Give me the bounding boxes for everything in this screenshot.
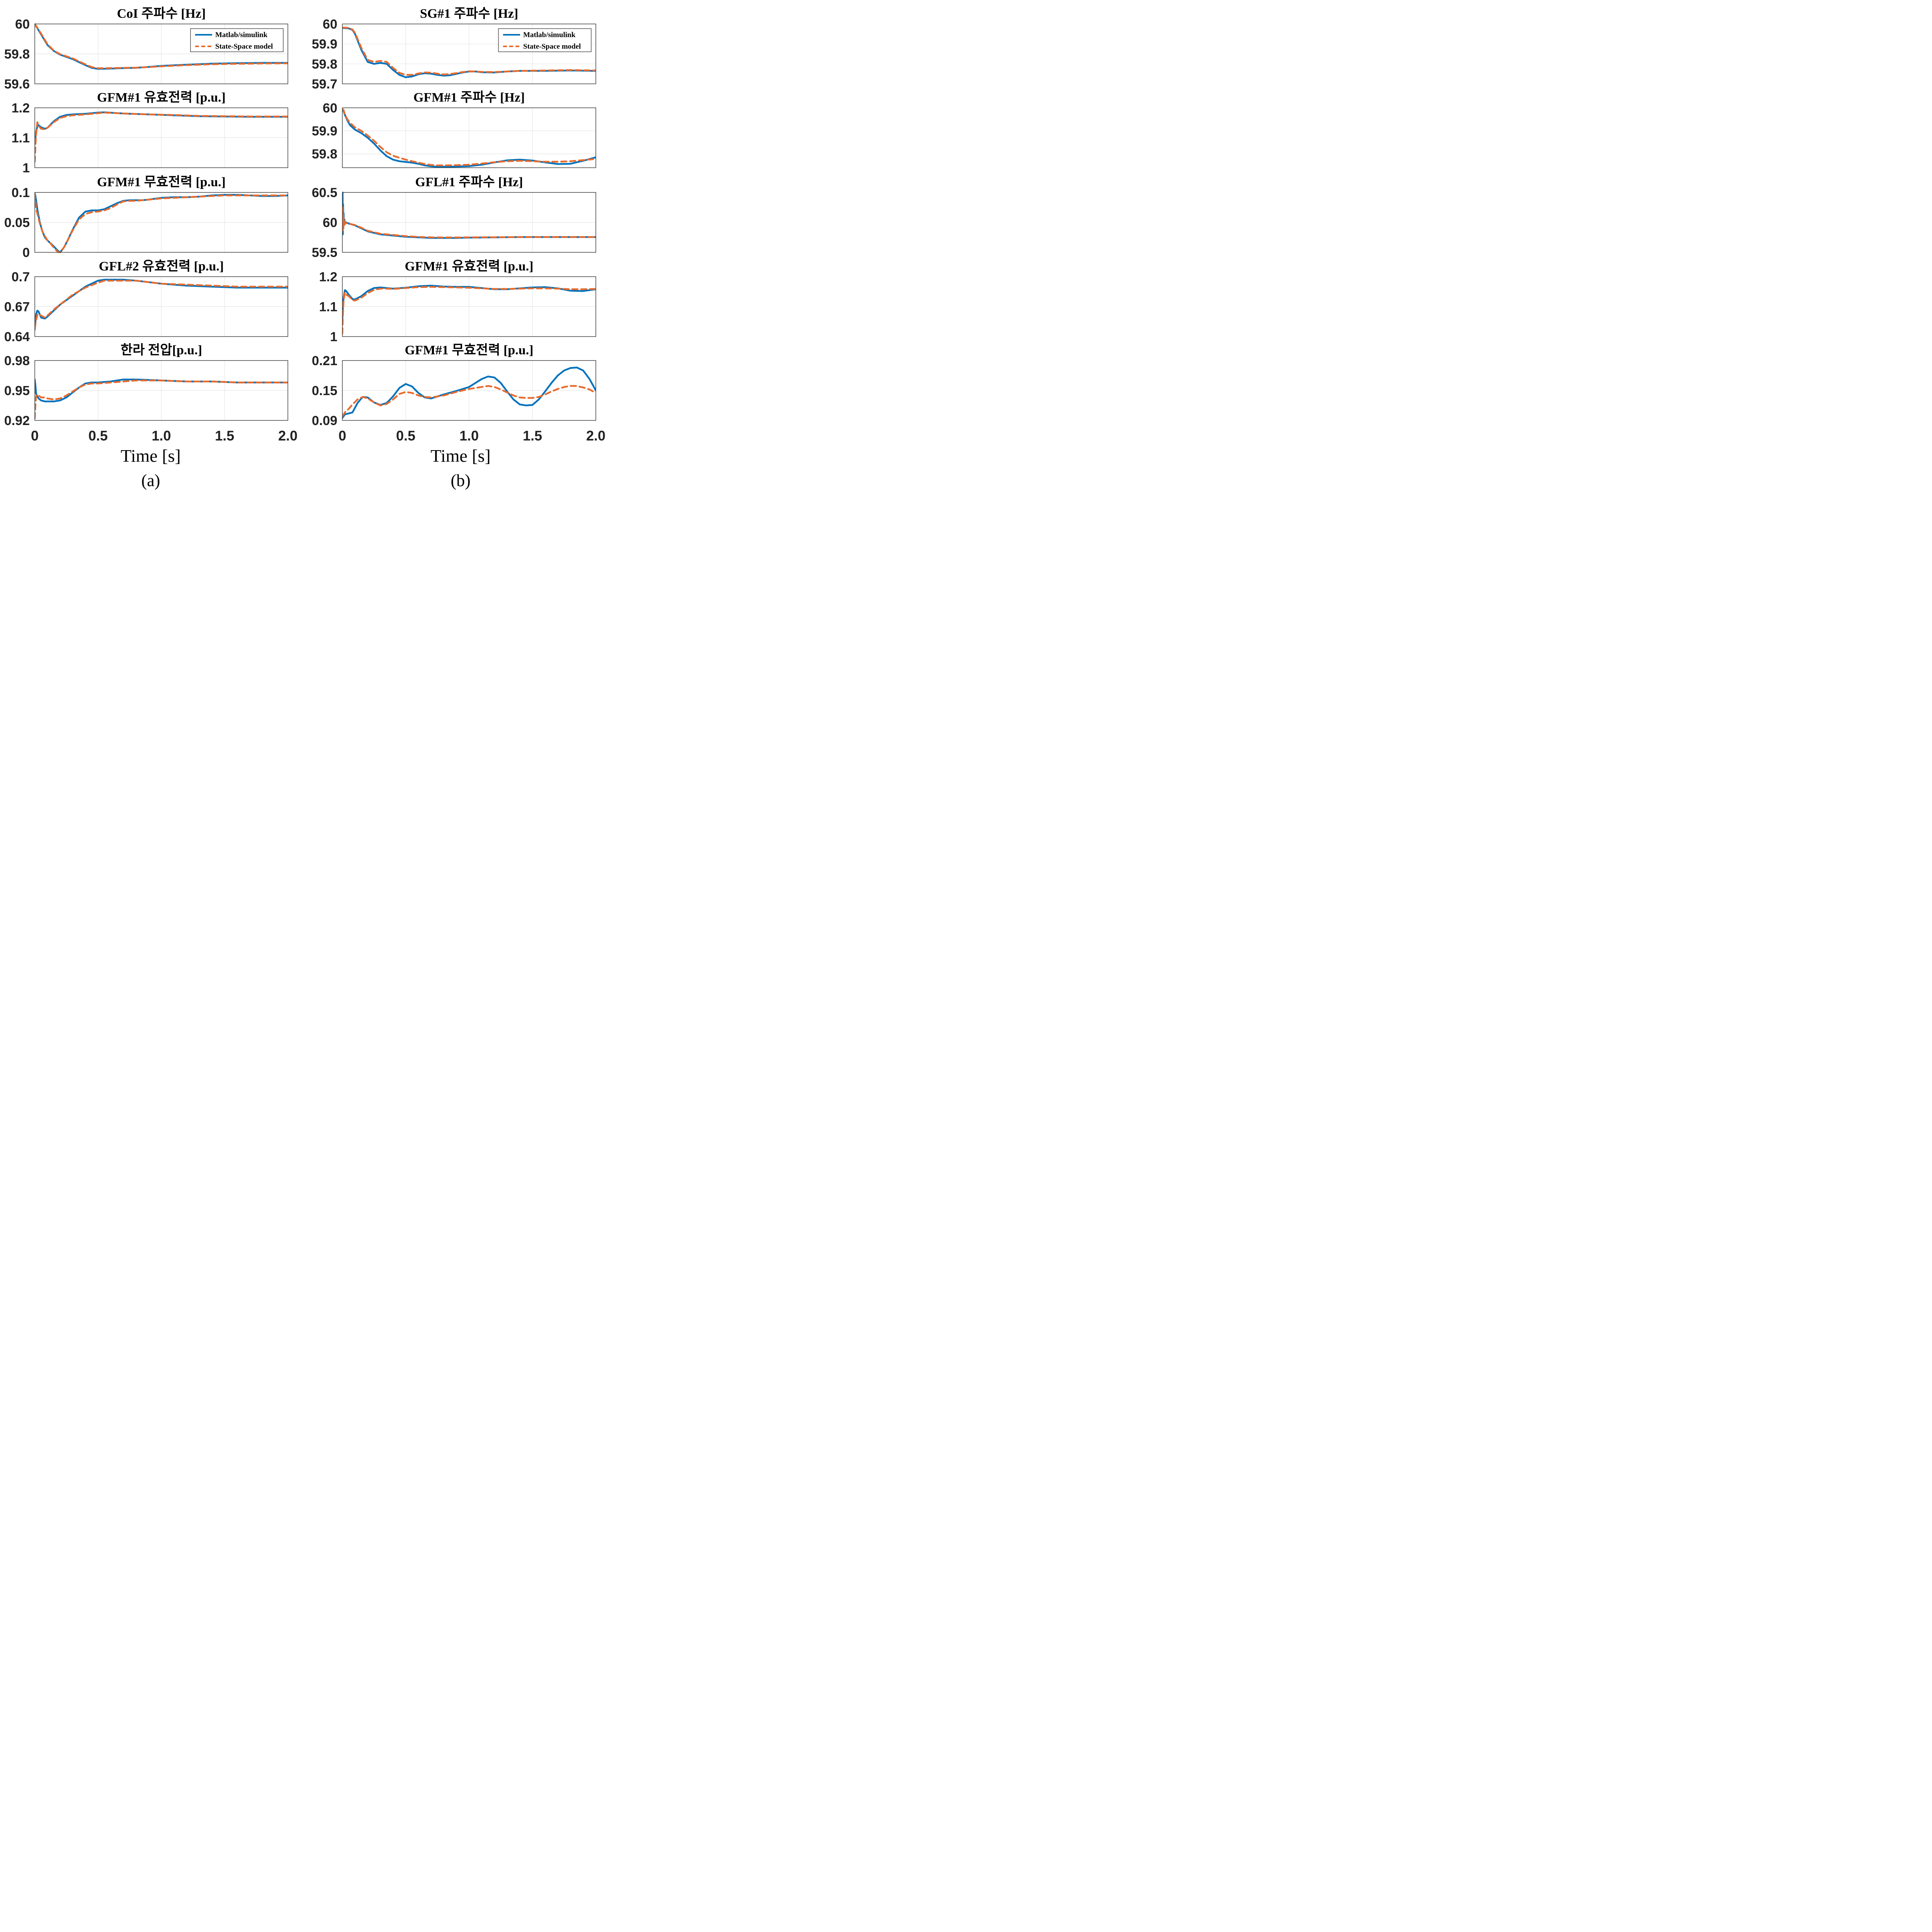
y-tick-label: 1.1 <box>319 300 337 315</box>
chart-title: SG#1 주파수 [Hz] <box>420 6 518 21</box>
panel-label-b: (b) <box>451 471 470 490</box>
y-tick-label: 60.5 <box>312 185 337 200</box>
y-tick-label: 0.1 <box>12 185 30 200</box>
figure: (a) (b) Time [s] Time [s] 59.6 59.8 60 CoI … <box>4 6 605 490</box>
series-line-state-space <box>35 280 288 330</box>
y-tick-label: 0.05 <box>4 216 30 230</box>
panel-b2: 59.8 59.9 60 GFM#1 주파수 [Hz] <box>312 90 596 168</box>
y-tick-label: 59.5 <box>312 245 337 260</box>
axes-frame <box>34 360 288 421</box>
chart-title: GFM#1 무효전력 [p.u.] <box>97 175 226 189</box>
x-tick-label: 0.5 <box>396 428 415 444</box>
axes-frame <box>342 24 596 84</box>
y-tick-label: 59.8 <box>312 57 337 71</box>
y-tick-label: 0.92 <box>4 413 30 428</box>
panel-a5: 0.92 0.95 0.98 0 0.5 1.0 1.5 2.0 한라 전압[p.u.] <box>4 343 298 444</box>
y-tick-label: 0.21 <box>312 354 337 368</box>
y-tick-label: 0.67 <box>4 300 30 315</box>
y-tick-label: 59.6 <box>4 77 30 92</box>
series-line-state-space <box>342 108 596 167</box>
y-tick-label: 0.7 <box>12 270 30 284</box>
y-tick-label: 1.2 <box>319 270 337 284</box>
axes-frame <box>342 192 596 253</box>
x-tick-label: 1.5 <box>523 428 542 444</box>
y-tick-label: 60 <box>323 17 337 32</box>
x-tick-label: 2.0 <box>278 428 298 444</box>
y-tick-label: 60 <box>15 17 30 32</box>
series-line-state-space <box>35 192 288 253</box>
axes-frame <box>34 107 288 168</box>
chart-title: 한라 전압[p.u.] <box>121 343 202 357</box>
y-tick-label: 1 <box>330 330 337 344</box>
legend-label: State-Space model <box>215 43 273 51</box>
x-tick-label: 2.0 <box>586 428 605 444</box>
panel-a1: 59.6 59.8 60 CoI 주파수 [Hz] Matlab/simulink Sta… <box>4 6 288 92</box>
panel-b4: 1 1.1 1.2 GFM#1 유효전력 [p.u.] <box>319 259 596 344</box>
axes-frame <box>342 276 596 337</box>
y-tick-label: 59.9 <box>312 37 337 52</box>
chart-title: GFL#2 유효전력 [p.u.] <box>99 259 224 274</box>
y-tick-label: 59.7 <box>312 77 337 92</box>
legend-label: Matlab/simulink <box>523 31 576 39</box>
y-tick-label: 59.8 <box>312 147 337 162</box>
axes-frame <box>342 360 596 421</box>
chart-title: GFM#1 주파수 [Hz] <box>413 90 525 105</box>
series-line-state-space <box>342 27 596 76</box>
x-tick-label: 1.5 <box>215 428 234 444</box>
y-tick-label: 0.09 <box>312 413 337 428</box>
x-axis-label-b: Time [s] <box>430 446 491 466</box>
y-tick-label: 0.95 <box>4 384 30 398</box>
x-tick-label: 1.0 <box>459 428 479 444</box>
y-tick-label: 1 <box>22 161 30 175</box>
panel-a3: 0 0.05 0.1 GFM#1 무효전력 [p.u.] <box>4 175 288 260</box>
y-tick-label: 0.98 <box>4 354 30 368</box>
x-axis-label-a: Time [s] <box>121 446 181 466</box>
y-tick-label: 0 <box>22 245 30 260</box>
axes-frame <box>34 276 288 337</box>
legend-box <box>190 28 284 52</box>
panel-a4: 0.64 0.67 0.7 GFL#2 유효전력 [p.u.] <box>4 259 288 344</box>
y-tick-label: 59.9 <box>312 124 337 139</box>
axes-frame <box>34 24 288 84</box>
series-line-state-space <box>35 112 288 163</box>
y-tick-label: 59.8 <box>4 47 30 62</box>
y-tick-label: 0.64 <box>4 330 30 344</box>
series-line-state-space <box>35 23 288 69</box>
legend-label: State-Space model <box>523 43 581 51</box>
legend: Matlab/simulink State-Space model <box>498 28 592 52</box>
chart-title: CoI 주파수 [Hz] <box>117 6 206 21</box>
y-tick-label: 0.15 <box>312 384 337 398</box>
axes-frame <box>34 192 288 253</box>
y-tick-label: 1.2 <box>12 101 30 116</box>
panel-b3: 59.5 60 60.5 GFL#1 주파수 [Hz] <box>312 175 596 260</box>
panel-label-a: (a) <box>141 471 160 490</box>
series-line-state-space <box>35 379 288 420</box>
chart-title: GFL#1 주파수 [Hz] <box>415 175 523 189</box>
x-tick-label: 0 <box>338 428 346 444</box>
y-tick-label: 60 <box>323 216 337 230</box>
series-line-state-space <box>342 206 596 238</box>
y-tick-label: 1.1 <box>12 131 30 146</box>
x-tick-label: 0.5 <box>88 428 108 444</box>
chart-title: GFM#1 유효전력 [p.u.] <box>97 90 226 105</box>
x-tick-label: 0 <box>31 428 39 444</box>
x-tick-label: 1.0 <box>151 428 171 444</box>
legend-label: Matlab/simulink <box>215 31 268 39</box>
series-line-state-space <box>342 385 596 417</box>
panel-b5: 0.09 0.15 0.21 0 0.5 1.0 1.5 2.0 GFM#1 무효전력 [p.u… <box>312 343 605 444</box>
panel-a2: 1 1.1 1.2 GFM#1 유효전력 [p.u.] <box>12 90 288 175</box>
panel-b1: 59.7 59.8 59.9 60 SG#1 주파수 [Hz] Matlab/simuli… <box>312 6 596 92</box>
legend: Matlab/simulink State-Space model <box>190 28 284 52</box>
chart-title: GFM#1 무효전력 [p.u.] <box>405 343 534 357</box>
chart-title: GFM#1 유효전력 [p.u.] <box>405 259 534 274</box>
legend-box <box>498 28 592 52</box>
axes-frame <box>342 107 596 168</box>
series-line-state-space <box>342 286 596 335</box>
y-tick-label: 60 <box>323 101 337 116</box>
